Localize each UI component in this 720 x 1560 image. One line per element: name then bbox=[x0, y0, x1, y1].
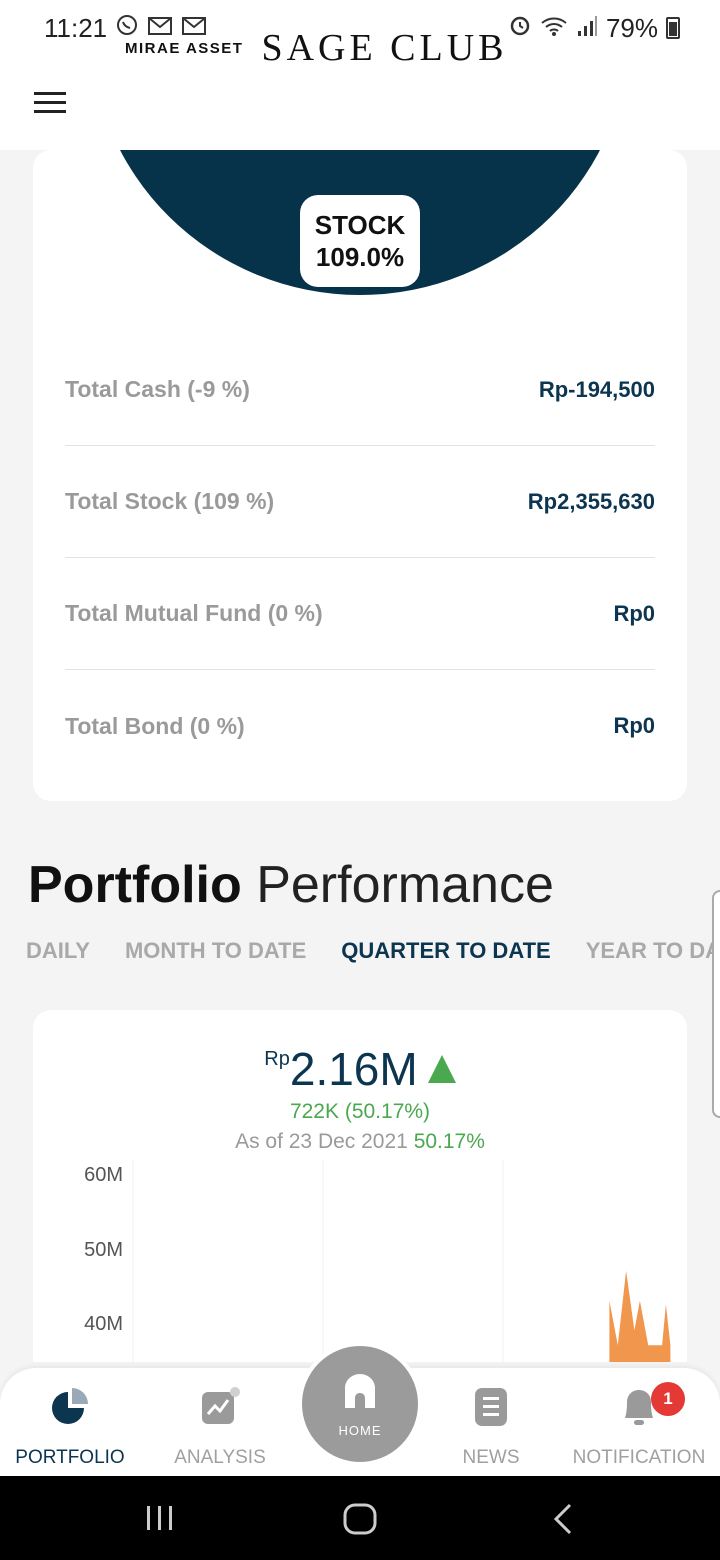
home-button[interactable]: HOME bbox=[298, 1342, 422, 1466]
scroll-handle[interactable] bbox=[712, 890, 720, 1118]
allocation-label: Total Mutual Fund (0 %) bbox=[65, 600, 323, 626]
period-tabs: DAILY MONTH TO DATE QUARTER TO DATE YEAR… bbox=[26, 938, 720, 972]
y-tick-label: 50M bbox=[84, 1239, 123, 1261]
allocation-row-stock: Total Stock (109 %) Rp2,355,630 bbox=[65, 446, 655, 558]
battery-percent: 79% bbox=[605, 12, 658, 43]
status-time: 11:21 bbox=[44, 12, 108, 43]
gmail-icon bbox=[147, 14, 173, 43]
status-bar: 11:21 79% bbox=[0, 0, 720, 56]
notification-badge: 1 bbox=[651, 1382, 685, 1416]
recent-apps-icon[interactable] bbox=[144, 1502, 176, 1539]
as-of-date: As of 23 Dec 2021 bbox=[235, 1130, 408, 1153]
allocation-label: Total Stock (109 %) bbox=[65, 488, 275, 514]
gmail-icon bbox=[181, 14, 207, 43]
status-left: 11:21 bbox=[44, 13, 207, 44]
brand-logo: MIRAE ASSET SAGE CLUB bbox=[125, 26, 508, 70]
nav-news[interactable]: NEWS bbox=[411, 1386, 571, 1469]
as-of-percent: 50.17% bbox=[413, 1130, 485, 1153]
portfolio-currency: Rp bbox=[264, 1048, 290, 1070]
portfolio-as-of: As of 23 Dec 2021 50.17% bbox=[33, 1130, 687, 1154]
performance-title: Portfolio Performance bbox=[28, 855, 554, 915]
chart-series-area-0 bbox=[609, 1270, 671, 1362]
donut-stock-label: STOCK 109.0% bbox=[300, 195, 420, 287]
y-tick-label: 60M bbox=[84, 1164, 123, 1186]
news-icon bbox=[411, 1386, 571, 1433]
nav-analysis[interactable]: ANALYSIS bbox=[140, 1386, 300, 1469]
allocation-label: Total Cash (-9 %) bbox=[65, 376, 250, 402]
up-arrow-icon bbox=[427, 1055, 456, 1083]
analysis-chart-icon bbox=[140, 1386, 300, 1433]
brand-big: SAGE CLUB bbox=[261, 27, 508, 69]
tab-year-to-date[interactable]: YEAR TO DAT bbox=[585, 938, 720, 963]
performance-area-chart: 60M 50M 40M bbox=[84, 1160, 671, 1362]
donut-label-value: 109.0% bbox=[315, 242, 405, 272]
performance-card: Rp2.16M 722K (50.17%) As of 23 Dec 2021 … bbox=[33, 1010, 687, 1362]
nav-portfolio[interactable]: PORTFOLIO bbox=[0, 1386, 150, 1469]
allocation-label: Total Bond (0 %) bbox=[65, 712, 245, 739]
alarm-icon bbox=[508, 13, 532, 44]
home-system-icon[interactable] bbox=[342, 1502, 378, 1541]
home-label: HOME bbox=[338, 1423, 382, 1438]
nav-label-analysis: ANALYSIS bbox=[174, 1447, 266, 1468]
bell-icon bbox=[559, 1386, 719, 1433]
tab-daily[interactable]: DAILY bbox=[26, 938, 90, 963]
portfolio-change: 722K (50.17%) bbox=[289, 1100, 431, 1123]
brand-small: MIRAE ASSET bbox=[125, 39, 244, 57]
app-header bbox=[0, 56, 720, 150]
wifi-icon bbox=[540, 13, 568, 44]
allocation-value: Rp0 bbox=[613, 713, 655, 738]
home-icon bbox=[339, 1370, 381, 1417]
portfolio-value: Rp2.16M bbox=[33, 1042, 687, 1096]
nav-label-news: NEWS bbox=[462, 1447, 520, 1468]
performance-title-light: Performance bbox=[256, 856, 554, 914]
performance-title-bold: Portfolio bbox=[28, 856, 242, 914]
tab-month-to-date[interactable]: MONTH TO DATE bbox=[124, 938, 307, 963]
allocation-value: Rp2,355,630 bbox=[527, 488, 655, 514]
back-icon[interactable] bbox=[548, 1502, 578, 1541]
signal-icon bbox=[576, 13, 598, 44]
allocation-row-cash: Total Cash (-9 %) Rp-194,500 bbox=[65, 334, 655, 446]
y-tick-label: 40M bbox=[84, 1313, 123, 1335]
battery-icon bbox=[666, 17, 680, 39]
nav-notification[interactable]: 1 NOTIFICATION bbox=[559, 1382, 719, 1469]
nav-label-portfolio: PORTFOLIO bbox=[15, 1447, 125, 1468]
pie-chart-icon bbox=[0, 1386, 150, 1433]
allocation-value: Rp0 bbox=[613, 600, 655, 626]
nav-label-notification: NOTIFICATION bbox=[572, 1447, 706, 1468]
status-right: 79% bbox=[508, 13, 680, 44]
portfolio-amount: 2.16M bbox=[289, 1043, 418, 1095]
menu-icon[interactable] bbox=[34, 92, 66, 114]
allocation-row-bond: Total Bond (0 %) Rp0 bbox=[65, 670, 655, 782]
system-nav-bar bbox=[0, 1476, 720, 1560]
whatsapp-icon bbox=[115, 13, 139, 44]
allocation-row-mutual-fund: Total Mutual Fund (0 %) Rp0 bbox=[65, 558, 655, 670]
allocation-value: Rp-194,500 bbox=[538, 376, 655, 402]
donut-label-title: STOCK bbox=[314, 210, 406, 240]
tab-quarter-to-date[interactable]: QUARTER TO DATE bbox=[341, 938, 551, 963]
